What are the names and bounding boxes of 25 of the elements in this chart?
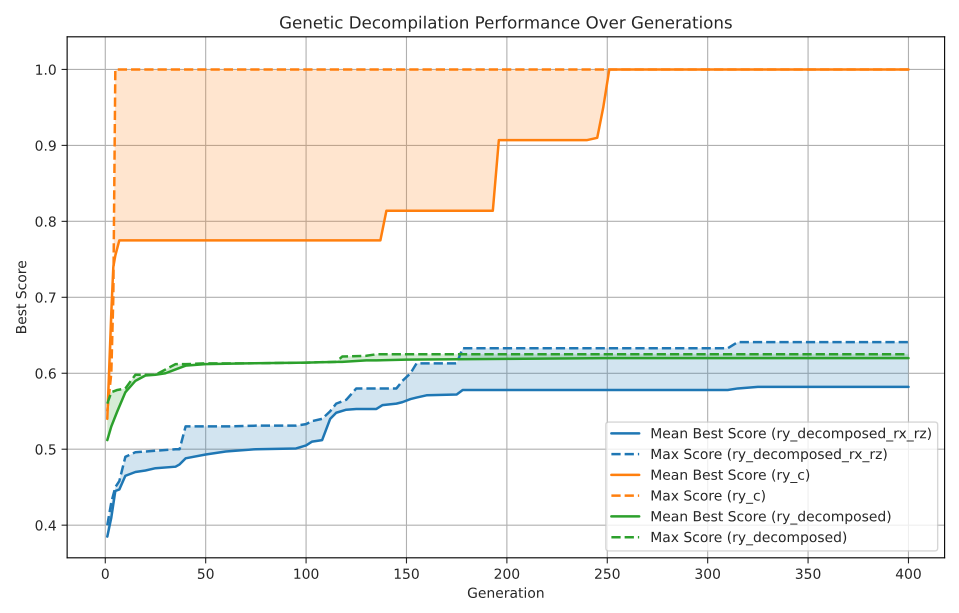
y-tick-label: 0.5 (36, 444, 56, 455)
x-tick-label: 400 (896, 568, 921, 579)
x-tick-label: 150 (394, 568, 419, 579)
y-tick-label: 0.7 (36, 292, 56, 303)
x-tick-label: 0 (102, 568, 109, 579)
y-tick-label: 1.0 (36, 64, 56, 75)
x-axis-title: Generation (468, 587, 544, 598)
x-tick-label: 100 (294, 568, 318, 579)
y-axis-title: Best Score (16, 261, 26, 333)
x-tick-label: 250 (595, 568, 620, 579)
x-tick-label: 200 (494, 568, 520, 579)
x-tick-label: 300 (695, 568, 720, 579)
x-tick-label: 50 (198, 568, 214, 579)
legend-label: Max Score (ry_decomposed_rx_rz) (652, 448, 887, 462)
x-tick-label: 350 (796, 568, 820, 579)
legend-label: Max Score (ry_c) (652, 490, 765, 504)
y-tick-label: 0.8 (36, 216, 56, 227)
y-tick-label: 0.6 (36, 368, 56, 379)
legend-label: Mean Best Score (ry_decomposed) (652, 510, 890, 525)
y-tick-label: 0.9 (36, 140, 56, 151)
chart-title: Genetic Decompilation Performance Over Generations (280, 16, 732, 32)
legend-label: Mean Best Score (ry_decomposed_rx_rz) (652, 428, 931, 442)
y-tick-label: 0.4 (36, 520, 56, 531)
legend-label: Max Score (ry_decomposed) (652, 532, 846, 546)
legend-label: Mean Best Score (ry_c) (652, 469, 810, 484)
